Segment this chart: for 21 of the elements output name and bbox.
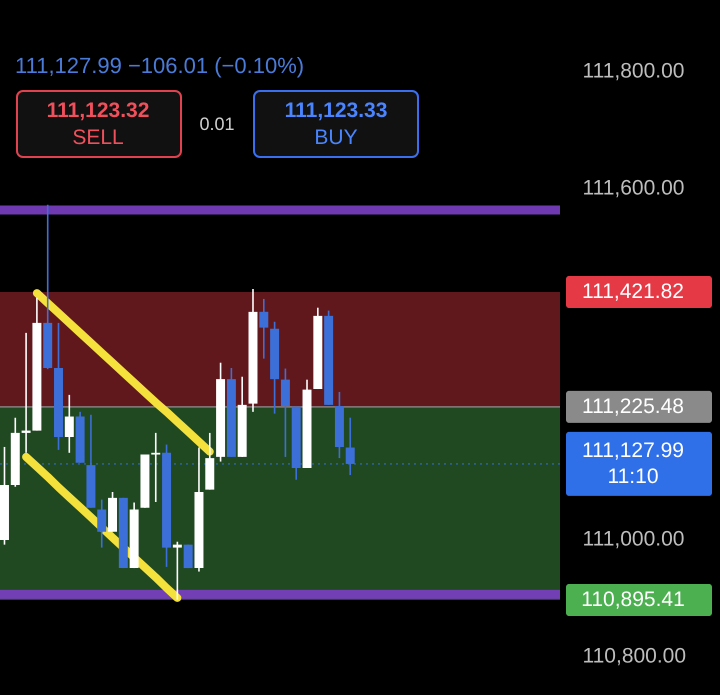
ref-line-label: 111,127.99 11:10: [582, 438, 684, 488]
annotation: 111,123.32: [46, 99, 150, 122]
annotation: BUY: [314, 126, 358, 149]
annotation: 0.01: [199, 114, 235, 134]
y-tick-label: 110,800.00: [582, 644, 686, 668]
ref-line-label: 111,225.48: [582, 394, 684, 418]
candlestick: [184, 544, 193, 569]
candlestick: [22, 332, 31, 454]
candlestick: [64, 394, 74, 454]
band-label: 110,895.41: [581, 588, 685, 611]
candlestick: [346, 416, 355, 476]
y-tick-label: 111,600.00: [582, 176, 684, 200]
candlestick: [259, 298, 268, 360]
annotation: 111,127.99 −106.01 (−0.10%): [15, 53, 304, 78]
annotation: SELL: [72, 126, 124, 149]
candlestick: [97, 498, 106, 548]
y-tick-label: 111,000.00: [582, 527, 684, 550]
y-tick-label: 111,800.00: [582, 59, 684, 82]
annotation: 111,123.33: [284, 99, 388, 122]
band-label: 111,421.82: [582, 280, 684, 304]
candlestick: [172, 540, 182, 600]
